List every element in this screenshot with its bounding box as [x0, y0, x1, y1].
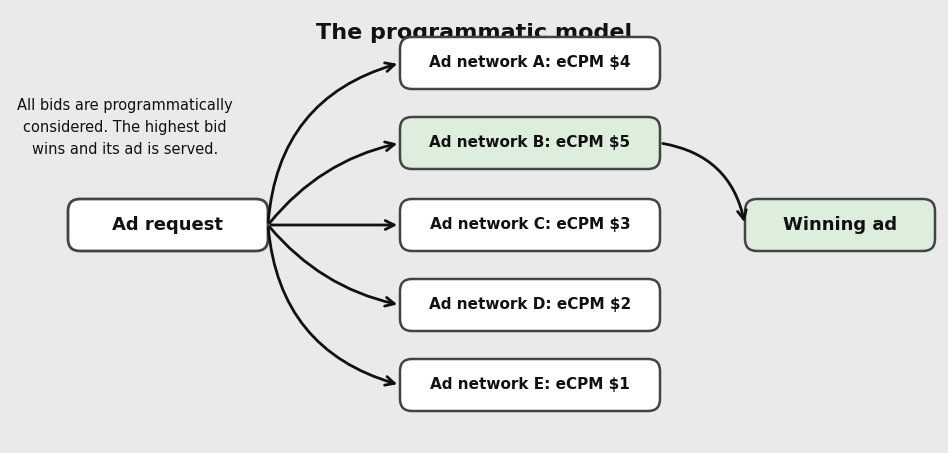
FancyBboxPatch shape	[68, 199, 268, 251]
Text: Ad network B: eCPM $5: Ad network B: eCPM $5	[429, 135, 630, 150]
Text: The programmatic model: The programmatic model	[316, 23, 632, 43]
Text: Ad network C: eCPM $3: Ad network C: eCPM $3	[429, 217, 630, 232]
FancyArrowPatch shape	[268, 63, 394, 222]
Text: Ad network E: eCPM $1: Ad network E: eCPM $1	[430, 377, 629, 392]
FancyArrowPatch shape	[270, 142, 394, 223]
FancyArrowPatch shape	[270, 227, 394, 306]
FancyBboxPatch shape	[400, 279, 660, 331]
FancyArrowPatch shape	[271, 221, 394, 229]
FancyBboxPatch shape	[400, 117, 660, 169]
FancyArrowPatch shape	[663, 144, 746, 219]
Text: Ad network A: eCPM $4: Ad network A: eCPM $4	[429, 56, 630, 71]
Text: All bids are programmatically
considered. The highest bid
wins and its ad is ser: All bids are programmatically considered…	[17, 98, 233, 157]
Text: Ad network D: eCPM $2: Ad network D: eCPM $2	[428, 298, 631, 313]
FancyBboxPatch shape	[745, 199, 935, 251]
FancyArrowPatch shape	[268, 228, 394, 385]
FancyBboxPatch shape	[400, 37, 660, 89]
Text: Winning ad: Winning ad	[783, 216, 897, 234]
FancyBboxPatch shape	[400, 199, 660, 251]
FancyBboxPatch shape	[400, 359, 660, 411]
Text: Ad request: Ad request	[113, 216, 224, 234]
